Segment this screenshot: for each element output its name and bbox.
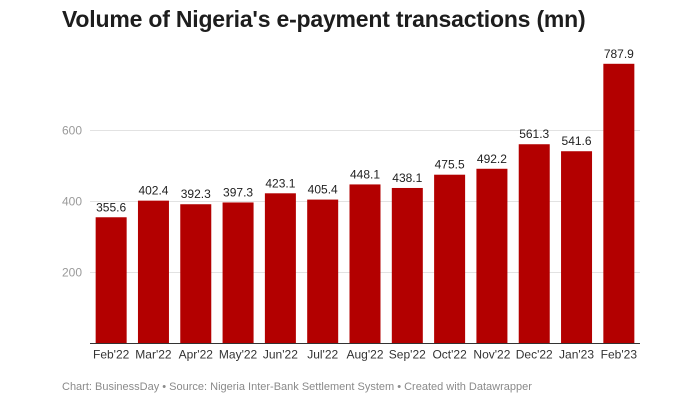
bars [95,63,635,344]
data-label: 541.6 [562,134,592,148]
bar [349,184,381,344]
bar [95,217,127,344]
bar [137,200,169,344]
x-tick-label: Jan'23 [559,348,594,362]
x-tick-label: Jul'22 [307,348,338,362]
chart-footer: Chart: BusinessDay • Source: Nigeria Int… [62,381,532,393]
bar [264,193,296,344]
data-label: 475.5 [435,158,465,172]
y-tick-label: 400 [62,195,82,209]
x-tick-label: Nov'22 [473,348,510,362]
x-tick-label: Sep'22 [389,348,426,362]
chart-title: Volume of Nigeria's e-payment transactio… [62,6,586,32]
bar [434,174,466,344]
data-label: 438.1 [392,171,422,185]
x-axis: Feb'22 Mar'22 Apr'22 May'22 Jun'22 Jul'22 Aug'… [90,343,640,362]
bar [561,151,593,344]
data-label: 492.2 [477,152,507,166]
data-label: 392.3 [181,187,211,201]
x-tick-label: May'22 [219,348,258,362]
data-label: 423.1 [265,176,295,190]
x-tick-label: Jun'22 [263,348,298,362]
data-label: 402.4 [138,184,168,198]
bar [180,204,212,344]
y-tick-label: 200 [62,266,82,280]
x-tick-label: Feb'23 [601,348,638,362]
bar [476,168,508,344]
y-tick-label: 600 [62,124,82,138]
x-tick-label: Dec'22 [516,348,553,362]
bar [222,202,254,344]
data-label: 355.6 [96,200,126,214]
data-labels: 355.6 402.4 392.3 397.3 423.1 405.4 448.1 438.1… [96,47,634,214]
data-label: 561.3 [519,127,549,141]
data-label: 397.3 [223,185,253,199]
x-tick-label: Feb'22 [93,348,130,362]
bar [391,187,423,344]
data-label: 448.1 [350,167,380,181]
data-label: 405.4 [308,183,338,197]
bar [518,144,550,344]
bar [307,199,339,344]
x-tick-label: Aug'22 [347,348,384,362]
x-tick-label: Apr'22 [179,348,214,362]
x-tick-label: Mar'22 [135,348,172,362]
data-label: 787.9 [604,47,634,61]
bar [603,63,635,344]
x-tick-label: Oct'22 [432,348,467,362]
y-axis: 200 400 600 [62,124,82,280]
